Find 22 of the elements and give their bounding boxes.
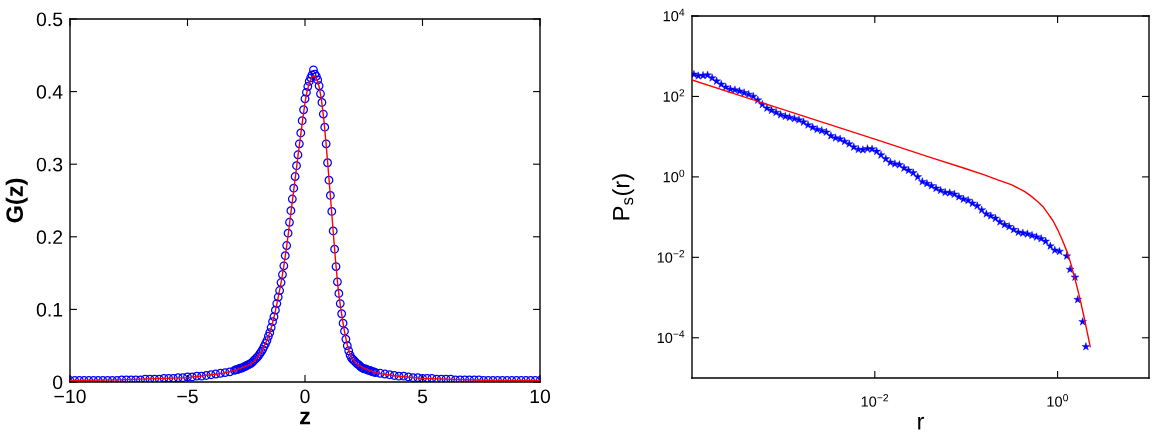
x-tick-label: −10 — [54, 389, 86, 404]
y-tick-label: 0.2 — [36, 230, 63, 245]
y-tick-label: 10$^{0}$ — [663, 169, 685, 183]
x-tick-label: −5 — [177, 389, 198, 404]
x-tick-label: 10$^{0}$ — [1047, 394, 1068, 407]
x-axis-title: z — [300, 411, 311, 425]
y-tick-label: 10$^{4}$ — [663, 8, 685, 22]
x-tick-label: 0 — [300, 389, 310, 404]
x-tick-label: 5 — [417, 389, 428, 404]
y-tick-label: 10$^{−4}$ — [657, 330, 685, 344]
x-axis-title: r — [918, 416, 925, 430]
x-tick-label: 10$^{−2}$ — [861, 394, 889, 407]
y-axis-title: P$_{s}$(r) — [612, 174, 635, 220]
y-tick-label: 10$^{2}$ — [663, 89, 685, 102]
y-tick-label: 10$^{−2}$ — [657, 250, 685, 263]
y-tick-label: 0.1 — [36, 302, 63, 317]
y-tick-label: 0.4 — [36, 85, 63, 99]
y-tick-label: 0.5 — [36, 12, 63, 27]
y-tick-label: 0 — [53, 375, 63, 390]
x-tick-label: 10 — [530, 389, 551, 404]
y-axis-title: G(z) — [5, 178, 28, 223]
y-tick-label: 0.3 — [36, 157, 63, 172]
